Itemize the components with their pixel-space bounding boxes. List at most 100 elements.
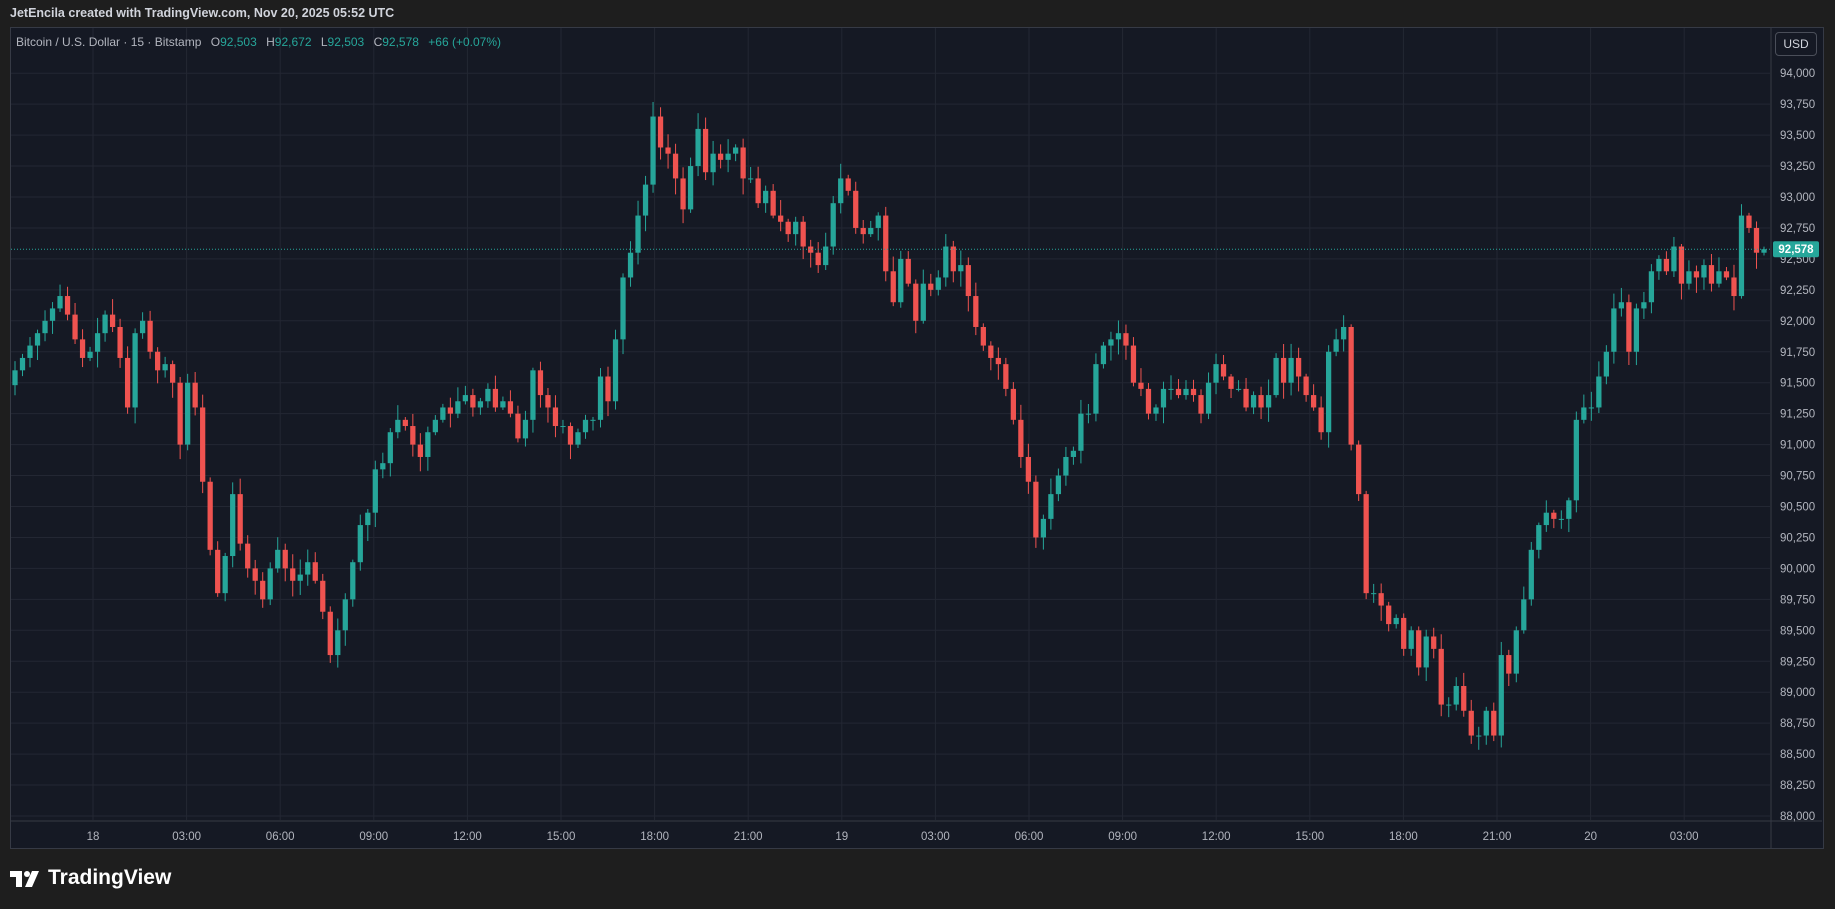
candle-body [778,215,784,222]
candle-body [973,296,979,327]
candle-body [642,184,649,216]
candle-body [1648,271,1655,303]
candle-body [680,178,686,210]
candle-body [1055,475,1062,495]
chart-frame[interactable] [10,27,1824,849]
candle-body [492,388,499,408]
currency-button[interactable]: USD [1775,32,1817,56]
candle-body [1235,388,1242,390]
candle-body [72,314,78,340]
candle-body [1078,413,1084,451]
candle-body [545,395,551,408]
candle-body [1085,413,1092,415]
y-tick-label: 88,500 [1780,749,1815,761]
x-tick-label: 09:00 [359,831,388,843]
last-price-badge [1773,241,1819,258]
candle-body [793,221,799,235]
candle-body [1123,333,1129,346]
candle-body [1596,376,1602,408]
candle-body [305,562,311,575]
candle-body [1558,518,1564,520]
candle-body [943,246,949,278]
candle-body [665,147,671,154]
grid-lines [11,28,1770,820]
y-tick-label: 91,750 [1780,347,1815,359]
candle-body [1138,382,1144,389]
candle-body [1701,265,1707,278]
candle-body [312,562,318,581]
candle-body [267,568,273,600]
candle-body [980,326,986,346]
candle-body [905,258,911,284]
candle-body [282,549,288,569]
candle-body [410,426,416,445]
candle-body [1273,357,1279,396]
candle-body [1753,227,1760,253]
candle-body [1498,655,1504,736]
candle-body [1633,308,1640,352]
x-tick-label: 12:00 [1202,831,1231,843]
candle-body [1356,444,1362,495]
candle-body [94,333,101,352]
candle-body [1761,249,1767,253]
y-tick-label: 91,250 [1780,409,1815,421]
candle-body [898,258,904,303]
symbol-label: Bitcoin / U.S. Dollar · 15 · Bitstamp [16,35,202,49]
candle-body [1453,686,1459,705]
open-value: 92,503 [220,35,257,49]
candle-body [1401,617,1407,649]
candle-body [1010,388,1016,420]
candle-body [1476,735,1482,737]
candle-body [597,376,604,420]
candle-body [64,296,71,315]
candle-body [1348,326,1354,445]
x-tick-label: 03:00 [1670,831,1699,843]
candle-body [455,401,461,414]
candle-body [49,308,56,321]
candle-body [1265,395,1272,408]
candle-body [170,364,176,383]
y-tick-label: 93,000 [1780,192,1815,204]
candle-body [124,357,131,408]
candle-body [417,444,423,457]
candle-body [717,153,724,160]
attribution-text: JetEncila created with TradingView.com, … [10,6,395,20]
candle-body [230,494,236,557]
candle-body [1573,419,1579,501]
x-tick-label: 09:00 [1108,831,1137,843]
x-tick-label: 06:00 [266,831,295,843]
candle-body [530,370,536,420]
candle-body [1521,599,1527,631]
candle-body [1318,407,1324,433]
candle-body [823,246,829,266]
candle-body [79,339,86,358]
candle-body [1363,494,1369,594]
candle-body [1100,345,1107,365]
brand-name: TradingView [48,866,172,889]
candle-body [1198,395,1204,414]
candle-body [1190,388,1197,396]
candle-body [1513,630,1519,674]
candle-body [1115,333,1122,340]
candle-body [672,153,679,179]
candle-body [245,543,251,569]
candle-body [1333,339,1339,352]
candle-body [1250,395,1257,408]
candle-body [1671,246,1677,272]
y-tick-label: 89,000 [1780,687,1815,699]
candle-body [552,407,559,427]
candle-body [425,432,431,457]
candle-body [147,320,153,352]
candle-body [928,283,934,290]
candle-body [763,190,769,204]
candle-body [1258,395,1264,408]
candle-body [695,128,701,167]
tradingview-brand: TradingView [10,866,171,890]
candle-body [162,364,168,371]
candle-body [1543,512,1549,526]
candle-body [109,314,116,327]
candle-body [1551,512,1557,519]
candle-body [1003,364,1009,389]
candle-body [485,388,491,402]
